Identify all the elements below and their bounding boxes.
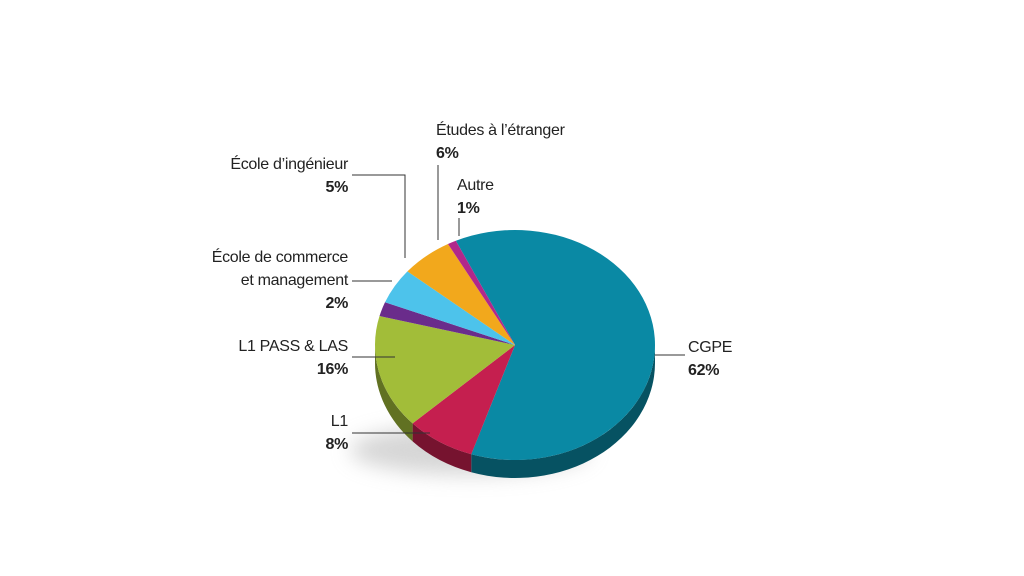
slice-label: L1 PASS & LAS 16% (198, 335, 348, 381)
slice (385, 271, 515, 345)
slice-label: Autre 1% (457, 174, 494, 220)
value-label: 5% (325, 179, 348, 196)
leader-line (352, 174, 406, 258)
slice (375, 316, 515, 424)
category-name: Autre (457, 177, 494, 194)
category-name: École de commerce et management (211, 249, 349, 289)
value-label: 8% (325, 436, 348, 453)
slice-label: École d’ingénieur 5% (198, 153, 348, 199)
slice (412, 345, 515, 455)
category-name: École d’ingénieur (230, 156, 348, 173)
slice (379, 302, 515, 345)
slice (407, 244, 515, 345)
slice-label: École de commerce et management 2% (198, 246, 349, 315)
slice (447, 240, 515, 345)
value-label: 62% (688, 362, 720, 379)
category-name: CGPE (688, 339, 733, 356)
slice-side (375, 345, 413, 442)
slice-side (471, 345, 655, 478)
category-name: L1 (330, 413, 349, 430)
slice-label: CGPE 62% (688, 336, 732, 382)
slice-label: L1 8% (198, 410, 348, 456)
value-label: 1% (457, 200, 480, 217)
value-label: 16% (316, 361, 348, 378)
slice-side (412, 423, 472, 473)
value-label: 2% (325, 295, 348, 312)
category-name: L1 PASS & LAS (238, 338, 348, 355)
slice-label: Études à l’étranger 6% (436, 119, 565, 165)
value-label: 6% (436, 145, 459, 162)
category-name: Études à l’étranger (436, 122, 565, 139)
slice (455, 230, 655, 460)
